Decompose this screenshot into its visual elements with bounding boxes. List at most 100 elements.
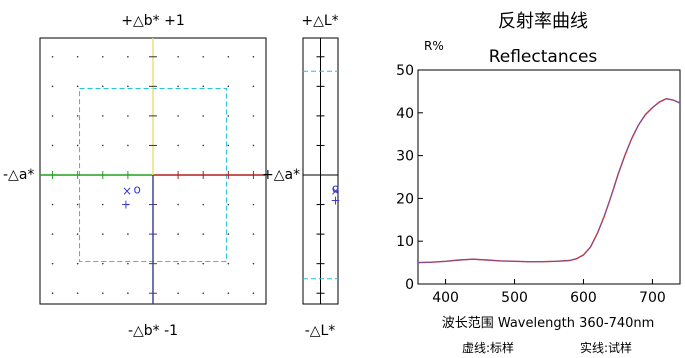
y-tick-label: 50 xyxy=(396,63,414,79)
l-bottom-label: -△L* xyxy=(305,323,336,339)
ab-grid-dot xyxy=(227,55,230,58)
ab-grid-dot xyxy=(227,262,230,265)
ab-grid-dot xyxy=(101,85,104,88)
legend-dashed-standard: 虚线:标样 xyxy=(462,340,514,355)
l-marker: + xyxy=(330,193,340,207)
ab-marker: o xyxy=(134,183,141,197)
x-tick-label: 500 xyxy=(501,290,528,306)
x-tick-label: 600 xyxy=(570,290,597,306)
ab-grid-dot xyxy=(177,262,179,265)
ab-grid-dot xyxy=(202,262,205,265)
ab-marker: + xyxy=(121,197,131,211)
reflectance-curves xyxy=(417,97,681,264)
chart-subtitle: Reflectances xyxy=(489,47,598,67)
ab-markers: × o+ xyxy=(121,183,141,212)
ab-grid-dot xyxy=(76,292,79,295)
ab-grid-dot xyxy=(202,85,205,88)
ab-grid-dot xyxy=(127,55,129,58)
ab-grid-dot xyxy=(127,262,129,265)
ab-grid-dot xyxy=(202,144,205,147)
y-tick-label: 40 xyxy=(396,106,414,122)
ab-grid-dot xyxy=(252,292,255,295)
ab-grid-dot xyxy=(202,292,205,295)
ab-grid-dot xyxy=(51,262,54,265)
ab-grid-dot xyxy=(227,203,230,206)
ab-grid-dot xyxy=(177,85,179,88)
ab-grid-dot xyxy=(227,144,230,147)
y-tick-label: 20 xyxy=(396,191,414,207)
l-color-difference-panel: o×+ +△L* -△L* xyxy=(301,13,340,339)
ab-grid-dot xyxy=(202,233,205,235)
ab-grid-dot xyxy=(252,55,255,58)
x-tick-label: 400 xyxy=(432,290,459,306)
ab-grid-dot xyxy=(51,144,54,147)
ab-grid-dot xyxy=(177,203,179,206)
ab-grid-dot xyxy=(177,144,179,147)
plot-area xyxy=(417,69,681,285)
ab-bottom-label: -△b* -1 xyxy=(128,323,178,339)
l-marker: o xyxy=(332,181,339,195)
x-tick-label: 700 xyxy=(639,290,666,306)
ab-grid-dot xyxy=(127,85,129,88)
ab-grid-dot xyxy=(127,233,129,235)
ab-grid-dot xyxy=(101,144,104,147)
ab-grid-dot xyxy=(202,203,205,206)
l-marker: × xyxy=(330,184,340,198)
standard-curve-dashed xyxy=(417,98,681,264)
ab-grid-dot xyxy=(101,203,104,206)
ab-grid-dot xyxy=(177,55,179,58)
ab-grid-dot xyxy=(76,144,79,147)
ab-right-label: +△a* xyxy=(262,167,300,183)
ab-grid-dot xyxy=(101,55,104,58)
ab-grid-dot xyxy=(127,144,129,147)
l-axes xyxy=(303,38,338,304)
ab-grid-dot xyxy=(76,115,79,117)
ab-axes xyxy=(40,38,266,304)
ab-marker: × xyxy=(122,184,132,198)
ab-grid-dot xyxy=(51,55,54,58)
ab-grid-dots xyxy=(51,55,255,295)
ab-grid-dot xyxy=(127,203,129,206)
legend-solid-sample: 实线:试样 xyxy=(580,340,632,355)
ab-grid-dot xyxy=(202,115,205,117)
ab-grid-dot xyxy=(51,203,54,206)
ab-grid-dot xyxy=(227,233,230,235)
ab-grid-dot xyxy=(76,85,79,88)
ab-grid-dot xyxy=(252,233,255,235)
ab-grid-dot xyxy=(127,292,129,295)
ab-grid-dot xyxy=(252,85,255,88)
ab-grid-dot xyxy=(51,85,54,88)
ab-grid-dot xyxy=(252,144,255,147)
ab-grid-dot xyxy=(51,292,54,295)
ab-grid-dot xyxy=(227,115,230,117)
ab-grid-dot xyxy=(127,115,129,117)
ab-grid-dot xyxy=(252,203,255,206)
ab-grid-dot xyxy=(252,115,255,117)
ab-grid-dot xyxy=(51,115,54,117)
l-markers: o×+ xyxy=(330,181,340,207)
ab-top-label: +△b* +1 xyxy=(121,13,184,29)
y-axis-label: R% xyxy=(424,39,444,53)
ab-grid-dot xyxy=(101,233,104,235)
ab-grid-dot xyxy=(227,292,230,295)
l-top-label: +△L* xyxy=(301,13,338,29)
ab-grid-dot xyxy=(76,203,79,206)
ab-grid-dot xyxy=(76,262,79,265)
ab-left-label: -△a* xyxy=(3,167,34,183)
ab-color-difference-panel: × o+ +△b* +1 -△b* -1 -△a* +△a* xyxy=(3,13,300,339)
axis-ticks: 0 10 20 30 40 50 400 500 600 700 xyxy=(396,63,666,306)
y-tick-label: 30 xyxy=(396,149,414,165)
ab-grid-dot xyxy=(177,233,179,235)
ab-grid-dot xyxy=(51,233,54,235)
ab-grid-dot xyxy=(76,55,79,58)
ab-grid-dot xyxy=(177,292,179,295)
reflectance-chart: 反射率曲线 Reflectances R% 0 10 20 30 40 50 400 500 6… xyxy=(396,11,681,355)
y-tick-label: 0 xyxy=(405,277,414,293)
chart-title: 反射率曲线 xyxy=(498,11,588,32)
ab-grid-dot xyxy=(101,115,104,117)
ab-grid-dot xyxy=(252,262,255,265)
ab-grid-dot xyxy=(177,115,179,117)
ab-grid-dot xyxy=(202,55,205,58)
